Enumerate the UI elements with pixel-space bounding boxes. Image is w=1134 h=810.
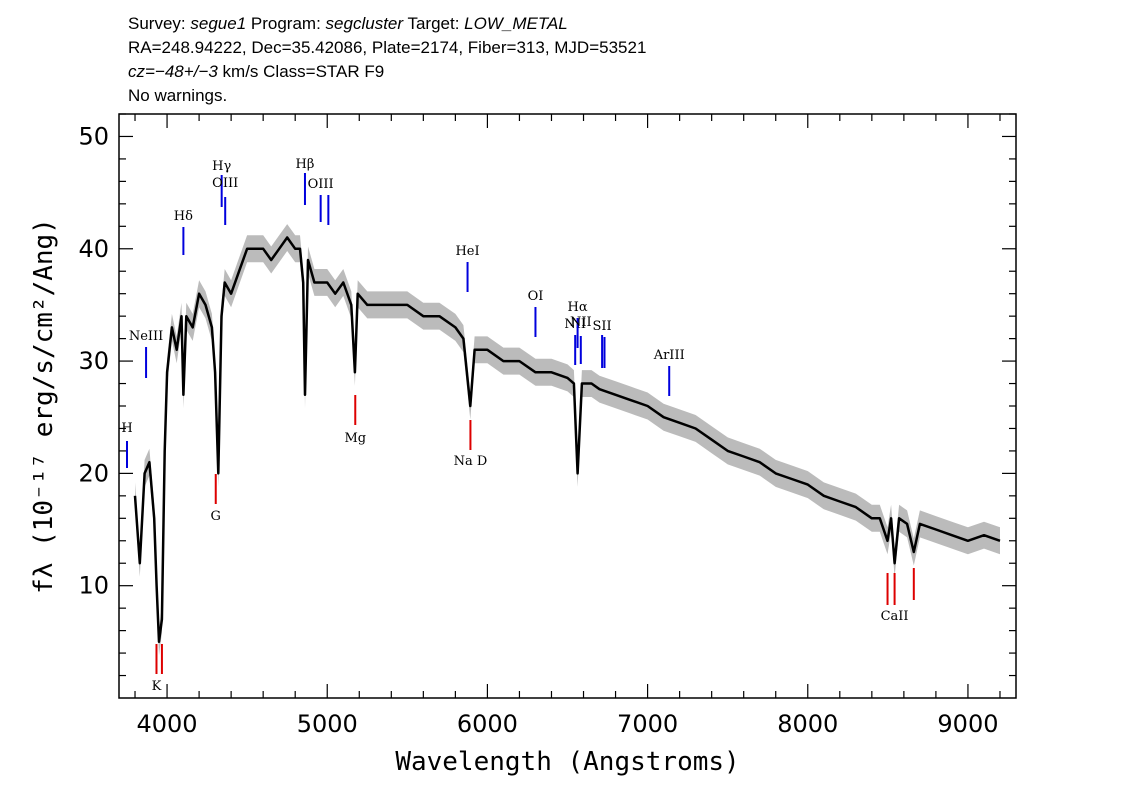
target-label: Target:	[407, 14, 460, 33]
flux-series	[133, 236, 1001, 644]
y-tick-label: 10	[78, 572, 109, 600]
spectral-line-label: HeI	[455, 244, 479, 259]
x-tick-label: 7000	[617, 710, 678, 738]
spectral-line-label: NII	[564, 317, 586, 332]
header-line-redshift: cz=−48+/−3 km/s Class=STAR F9	[128, 60, 646, 84]
spectral-line-label: SII	[593, 319, 612, 334]
spectral-line-label: Hδ	[174, 209, 193, 224]
survey-label: Survey:	[128, 14, 186, 33]
spectral-line-label: G	[211, 509, 221, 524]
spectral-line-label: CaII	[881, 609, 909, 624]
header-line-coords: RA=248.94222, Dec=35.42086, Plate=2174, …	[128, 38, 647, 57]
spectral-line-label: H	[121, 421, 132, 436]
program-label: Program:	[250, 14, 321, 33]
flux-error-band	[135, 224, 1000, 656]
x-axis: 4000 5000 6000 7000 8000 9000	[134, 114, 1001, 738]
spectral-line-label: Mg	[344, 431, 366, 446]
header-line-survey: Survey: segue1 Program: segcluster Targe…	[128, 12, 646, 36]
y-tick-label: 30	[78, 347, 109, 375]
spectral-line-label: NII	[570, 315, 592, 330]
y-axis-title: fλ (10⁻¹⁷ erg/s/cm²/Ang)	[29, 218, 59, 594]
program-value: segcluster	[325, 14, 404, 33]
x-tick-label: 4000	[137, 710, 198, 738]
spectral-line-label: H	[156, 0, 167, 4]
spectral-line-label: OIII	[308, 177, 334, 192]
spectral-line-label: OI	[528, 289, 544, 304]
spectral-line-label: Hβ	[296, 157, 315, 172]
target-value: LOW_METAL	[464, 14, 568, 33]
spectral-line-label: ArIII	[653, 348, 685, 363]
y-axis: 10 20 30 40 50	[78, 113, 1016, 677]
spectral-line-label: NeIII	[129, 329, 163, 344]
spectral-line-label: Hα	[568, 300, 588, 315]
spectrum-header: Survey: segue1 Program: segcluster Targe…	[128, 12, 646, 108]
x-tick-label: 9000	[937, 710, 998, 738]
x-axis-title: Wavelength (Angstroms)	[395, 747, 739, 777]
error-band	[135, 224, 1000, 656]
survey-value: segue1	[190, 14, 247, 33]
spectral-line-label: OIII	[212, 176, 238, 191]
cz-value: cz=−48+/−3	[128, 62, 218, 81]
spectral-line-label: K	[152, 679, 162, 694]
header-line-warnings: No warnings.	[128, 86, 228, 105]
flux-line	[133, 236, 1001, 644]
class-text: km/s Class=STAR F9	[217, 62, 385, 81]
spectral-line-label: Hγ	[212, 159, 231, 174]
x-tick-label: 8000	[777, 710, 838, 738]
x-tick-label: 6000	[457, 710, 518, 738]
y-tick-label: 20	[78, 459, 109, 487]
x-tick-label: 5000	[297, 710, 358, 738]
spectral-line-label: Na D	[454, 454, 488, 469]
y-tick-label: 50	[78, 122, 109, 150]
y-tick-label: 40	[78, 235, 109, 263]
